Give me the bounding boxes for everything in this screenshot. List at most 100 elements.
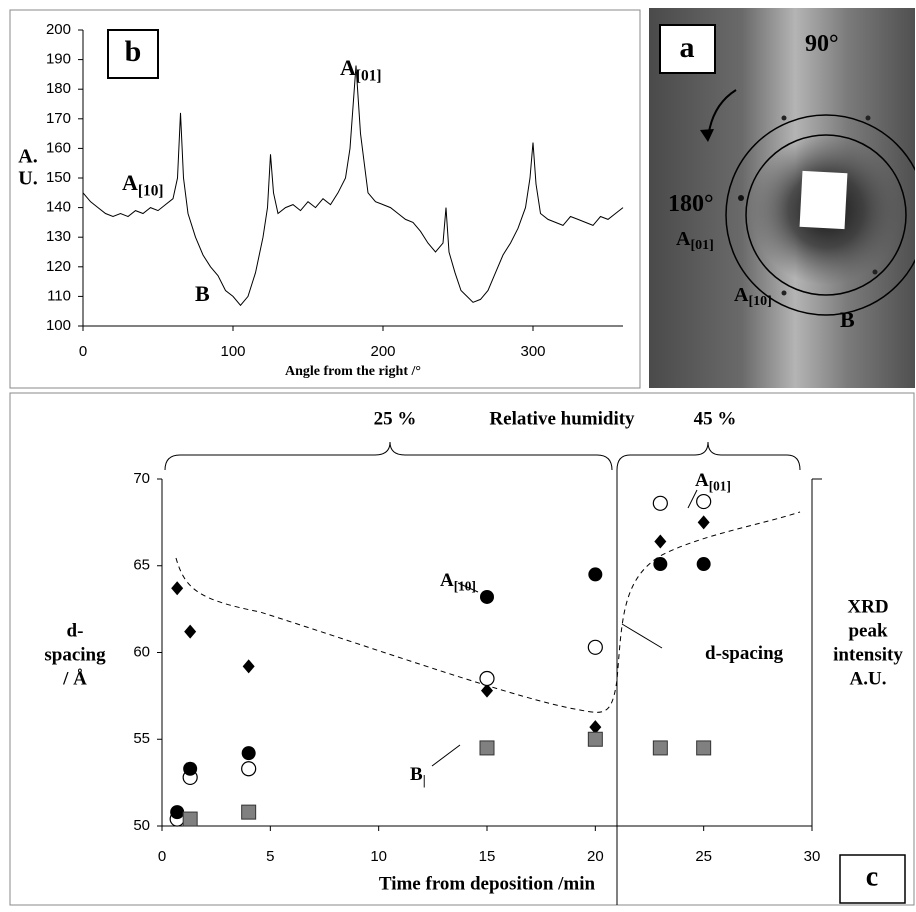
header-text: Relative humidity <box>489 408 635 429</box>
annotation-text: d-spacing <box>705 643 784 664</box>
y2-axis-label: peak <box>848 620 888 641</box>
annotation: A[10] <box>122 170 164 199</box>
annotation-text: A <box>676 228 691 250</box>
y-tick-label: 140 <box>46 199 71 216</box>
circle-marker <box>183 762 197 776</box>
annotation: A[01] <box>695 470 731 493</box>
y-tick-label: 130 <box>46 228 71 245</box>
y-tick-label: 200 <box>46 21 71 38</box>
panel-b-frame <box>10 10 640 388</box>
circle-marker <box>653 557 667 571</box>
annotation-subscript: [10] <box>138 182 164 199</box>
y2-axis-label: intensity <box>833 644 903 665</box>
x-tick-label: 5 <box>266 848 274 865</box>
y-tick-label: 70 <box>133 470 150 487</box>
annotation-subscript: [01] <box>690 238 713 253</box>
y-tick-label: 180 <box>46 80 71 97</box>
y-tick-label: 60 <box>133 643 150 660</box>
annotation-text: 90° <box>805 31 839 57</box>
x-tick-label: 10 <box>370 848 387 865</box>
leader-line <box>432 745 460 766</box>
annotation-text: B <box>840 307 855 332</box>
circle-marker <box>242 746 256 760</box>
diamond-marker <box>243 659 255 673</box>
annotation-subscript: [01] <box>709 479 731 494</box>
panel-label: c <box>866 861 878 892</box>
annotation: A[10] <box>440 570 476 593</box>
brace <box>165 442 612 470</box>
annotation: B| <box>410 764 426 787</box>
circle-marker <box>697 557 711 571</box>
annotation-text: A <box>122 170 138 195</box>
annotation-text: 180° <box>668 191 714 217</box>
leader-line <box>622 624 662 648</box>
data-line <box>83 66 623 306</box>
y-tick-label: 100 <box>46 317 71 334</box>
open-circle-marker <box>653 496 667 510</box>
y-tick-label: 65 <box>133 557 150 574</box>
y-tick-label: 110 <box>47 287 71 304</box>
annotation-subscript: [10] <box>748 294 771 309</box>
diamond-marker <box>184 625 196 639</box>
x-tick-label: 25 <box>695 848 712 865</box>
x-tick-label: 30 <box>804 848 821 865</box>
x-tick-label: 300 <box>520 343 545 360</box>
annotation-text: A <box>695 470 709 491</box>
square-marker <box>697 741 711 755</box>
circle-marker <box>170 805 184 819</box>
square-marker <box>242 805 256 819</box>
annotation-subscript: | <box>423 773 426 788</box>
open-circle-marker <box>242 762 256 776</box>
annotation-subscript: [01] <box>356 67 382 84</box>
brace <box>617 442 800 470</box>
open-circle-marker <box>480 672 494 686</box>
open-circle-marker <box>697 495 711 509</box>
x-axis-label: Time from deposition /min <box>379 873 596 894</box>
annotation: B <box>195 281 210 306</box>
annotation: A[01] <box>340 55 382 84</box>
annotation: 180° <box>668 191 714 217</box>
y-tick-label: 190 <box>46 51 71 68</box>
annotation-text: A <box>734 284 749 306</box>
x-tick-label: 20 <box>587 848 604 865</box>
panel-label: b <box>125 35 142 68</box>
annotation: 90° <box>805 31 839 57</box>
open-circle-marker <box>588 640 602 654</box>
annotation: d-spacing <box>705 643 784 664</box>
y-tick-label: 170 <box>46 110 71 127</box>
y-axis-label: U. <box>18 168 37 190</box>
figure: 1001101201301401501601701801902000100200… <box>0 0 916 907</box>
header-text: 45 % <box>694 408 737 429</box>
annotation-text: B <box>410 764 423 785</box>
x-tick-label: 0 <box>158 848 166 865</box>
panel-label: a <box>680 31 695 64</box>
annotation: B <box>840 307 855 332</box>
x-tick-label: 15 <box>479 848 496 865</box>
diamond-marker <box>654 534 666 548</box>
y-tick-label: 160 <box>46 139 71 156</box>
square-marker <box>653 741 667 755</box>
header-text: 25 % <box>374 408 417 429</box>
leader-line <box>688 490 697 508</box>
square-marker <box>183 812 197 826</box>
y-axis-label: d- <box>67 620 84 641</box>
x-tick-label: 200 <box>370 343 395 360</box>
circle-marker <box>588 567 602 581</box>
y-tick-label: 120 <box>46 258 71 275</box>
x-axis-label: Angle from the right /° <box>285 364 421 379</box>
y-tick-label: 50 <box>133 817 150 834</box>
annotation-subscript: [10] <box>454 579 476 594</box>
y-axis-label: A. <box>18 146 37 168</box>
annotation-text: B <box>195 281 210 306</box>
annotation-text: A <box>440 570 454 591</box>
y2-axis-label: A.U. <box>850 668 887 689</box>
x-tick-label: 0 <box>79 343 87 360</box>
diamond-marker <box>171 581 183 595</box>
y-axis-label: / Å <box>62 668 87 689</box>
y-tick-label: 55 <box>133 730 150 747</box>
x-tick-label: 100 <box>220 343 245 360</box>
y-tick-label: 150 <box>46 169 71 186</box>
annotation-text: A <box>340 55 356 80</box>
y2-axis-label: XRD <box>847 596 888 617</box>
diamond-marker <box>698 515 710 529</box>
